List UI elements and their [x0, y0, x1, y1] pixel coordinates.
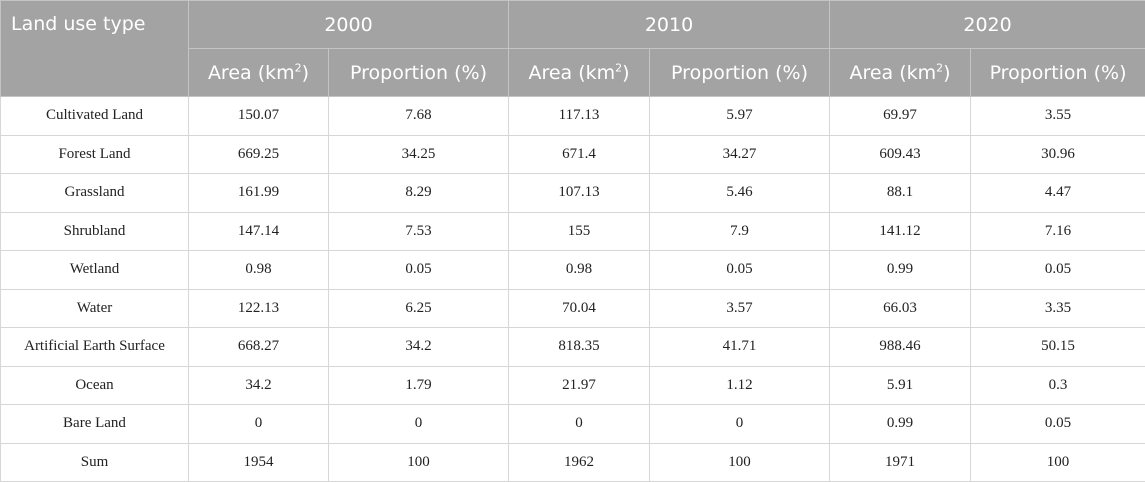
proportion-cell: 0.05 [650, 251, 830, 290]
area-cell: 0.98 [189, 251, 329, 290]
proportion-cell: 50.15 [971, 328, 1145, 367]
area-cell: 122.13 [189, 289, 329, 328]
area-cell: 150.07 [189, 97, 329, 136]
area-header: Area (km2) [830, 49, 971, 97]
area-cell: 117.13 [509, 97, 650, 136]
header-row-years: Land use type 2000 2010 2020 [1, 1, 1145, 49]
year-header-2000: 2000 [189, 1, 509, 49]
area-cell: 0.99 [830, 405, 971, 444]
proportion-cell: 3.55 [971, 97, 1145, 136]
area-cell: 88.1 [830, 174, 971, 213]
area-cell: 5.91 [830, 366, 971, 405]
area-cell: 34.2 [189, 366, 329, 405]
area-cell: 21.97 [509, 366, 650, 405]
area-cell: 669.25 [189, 135, 329, 174]
proportion-header: Proportion (%) [329, 49, 509, 97]
proportion-cell: 30.96 [971, 135, 1145, 174]
area-cell: 70.04 [509, 289, 650, 328]
land-use-type-cell: Shrubland [1, 212, 189, 251]
proportion-header: Proportion (%) [650, 49, 830, 97]
area-cell: 1962 [509, 443, 650, 482]
proportion-cell: 34.2 [329, 328, 509, 367]
area-cell: 671.4 [509, 135, 650, 174]
land-use-type-cell: Artificial Earth Surface [1, 328, 189, 367]
area-cell: 0.98 [509, 251, 650, 290]
area-header: Area (km2) [509, 49, 650, 97]
proportion-cell: 34.27 [650, 135, 830, 174]
land-use-type-cell: Ocean [1, 366, 189, 405]
area-cell: 668.27 [189, 328, 329, 367]
proportion-cell: 0.05 [971, 405, 1145, 444]
proportion-cell: 34.25 [329, 135, 509, 174]
area-cell: 0 [189, 405, 329, 444]
proportion-cell: 0 [329, 405, 509, 444]
land-use-type-header: Land use type [1, 1, 189, 97]
land-use-type-cell: Bare Land [1, 405, 189, 444]
area-cell: 147.14 [189, 212, 329, 251]
area-cell: 141.12 [830, 212, 971, 251]
land-use-type-cell: Grassland [1, 174, 189, 213]
proportion-cell: 5.46 [650, 174, 830, 213]
proportion-cell: 100 [329, 443, 509, 482]
area-cell: 0.99 [830, 251, 971, 290]
proportion-cell: 1.12 [650, 366, 830, 405]
table-header: Land use type 2000 2010 2020 Area (km2) … [1, 1, 1145, 97]
proportion-cell: 3.57 [650, 289, 830, 328]
proportion-cell: 41.71 [650, 328, 830, 367]
area-cell: 1954 [189, 443, 329, 482]
proportion-cell: 7.53 [329, 212, 509, 251]
area-cell: 161.99 [189, 174, 329, 213]
proportion-cell: 100 [650, 443, 830, 482]
land-use-type-cell: Water [1, 289, 189, 328]
area-cell: 609.43 [830, 135, 971, 174]
area-header: Area (km2) [189, 49, 329, 97]
proportion-cell: 8.29 [329, 174, 509, 213]
proportion-cell: 3.35 [971, 289, 1145, 328]
land-use-type-cell: Forest Land [1, 135, 189, 174]
proportion-cell: 0.3 [971, 366, 1145, 405]
proportion-cell: 5.97 [650, 97, 830, 136]
proportion-cell: 7.9 [650, 212, 830, 251]
proportion-cell: 7.68 [329, 97, 509, 136]
proportion-cell: 6.25 [329, 289, 509, 328]
area-cell: 818.35 [509, 328, 650, 367]
area-cell: 988.46 [830, 328, 971, 367]
area-cell: 107.13 [509, 174, 650, 213]
proportion-cell: 1.79 [329, 366, 509, 405]
proportion-header: Proportion (%) [971, 49, 1145, 97]
land-use-type-cell: Sum [1, 443, 189, 482]
proportion-cell: 7.16 [971, 212, 1145, 251]
year-header-2020: 2020 [830, 1, 1145, 49]
area-cell: 155 [509, 212, 650, 251]
proportion-cell: 0.05 [971, 251, 1145, 290]
land-use-type-cell: Wetland [1, 251, 189, 290]
proportion-cell: 4.47 [971, 174, 1145, 213]
area-cell: 1971 [830, 443, 971, 482]
proportion-cell: 0.05 [329, 251, 509, 290]
proportion-cell: 0 [650, 405, 830, 444]
area-cell: 66.03 [830, 289, 971, 328]
land-use-type-cell: Cultivated Land [1, 97, 189, 136]
area-cell: 0 [509, 405, 650, 444]
area-cell: 69.97 [830, 97, 971, 136]
year-header-2010: 2010 [509, 1, 830, 49]
proportion-cell: 100 [971, 443, 1145, 482]
